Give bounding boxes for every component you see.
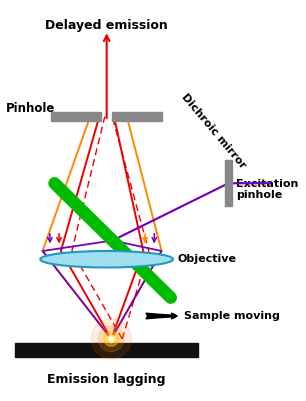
Circle shape <box>110 337 113 341</box>
Text: Sample moving: Sample moving <box>185 311 280 321</box>
Bar <box>51 112 101 121</box>
Bar <box>112 112 162 121</box>
Circle shape <box>104 332 118 346</box>
Text: Emission lagging: Emission lagging <box>47 373 166 386</box>
Text: Dichroic mirror: Dichroic mirror <box>180 92 248 170</box>
Bar <box>15 344 198 357</box>
Circle shape <box>108 335 115 342</box>
Text: Pinhole: Pinhole <box>6 101 55 115</box>
Text: Excitation
pinhole: Excitation pinhole <box>236 179 298 200</box>
Circle shape <box>91 319 131 359</box>
Ellipse shape <box>40 251 173 267</box>
Text: Objective: Objective <box>177 254 237 264</box>
Bar <box>225 160 232 206</box>
Text: Delayed emission: Delayed emission <box>45 18 168 32</box>
Circle shape <box>99 326 124 352</box>
